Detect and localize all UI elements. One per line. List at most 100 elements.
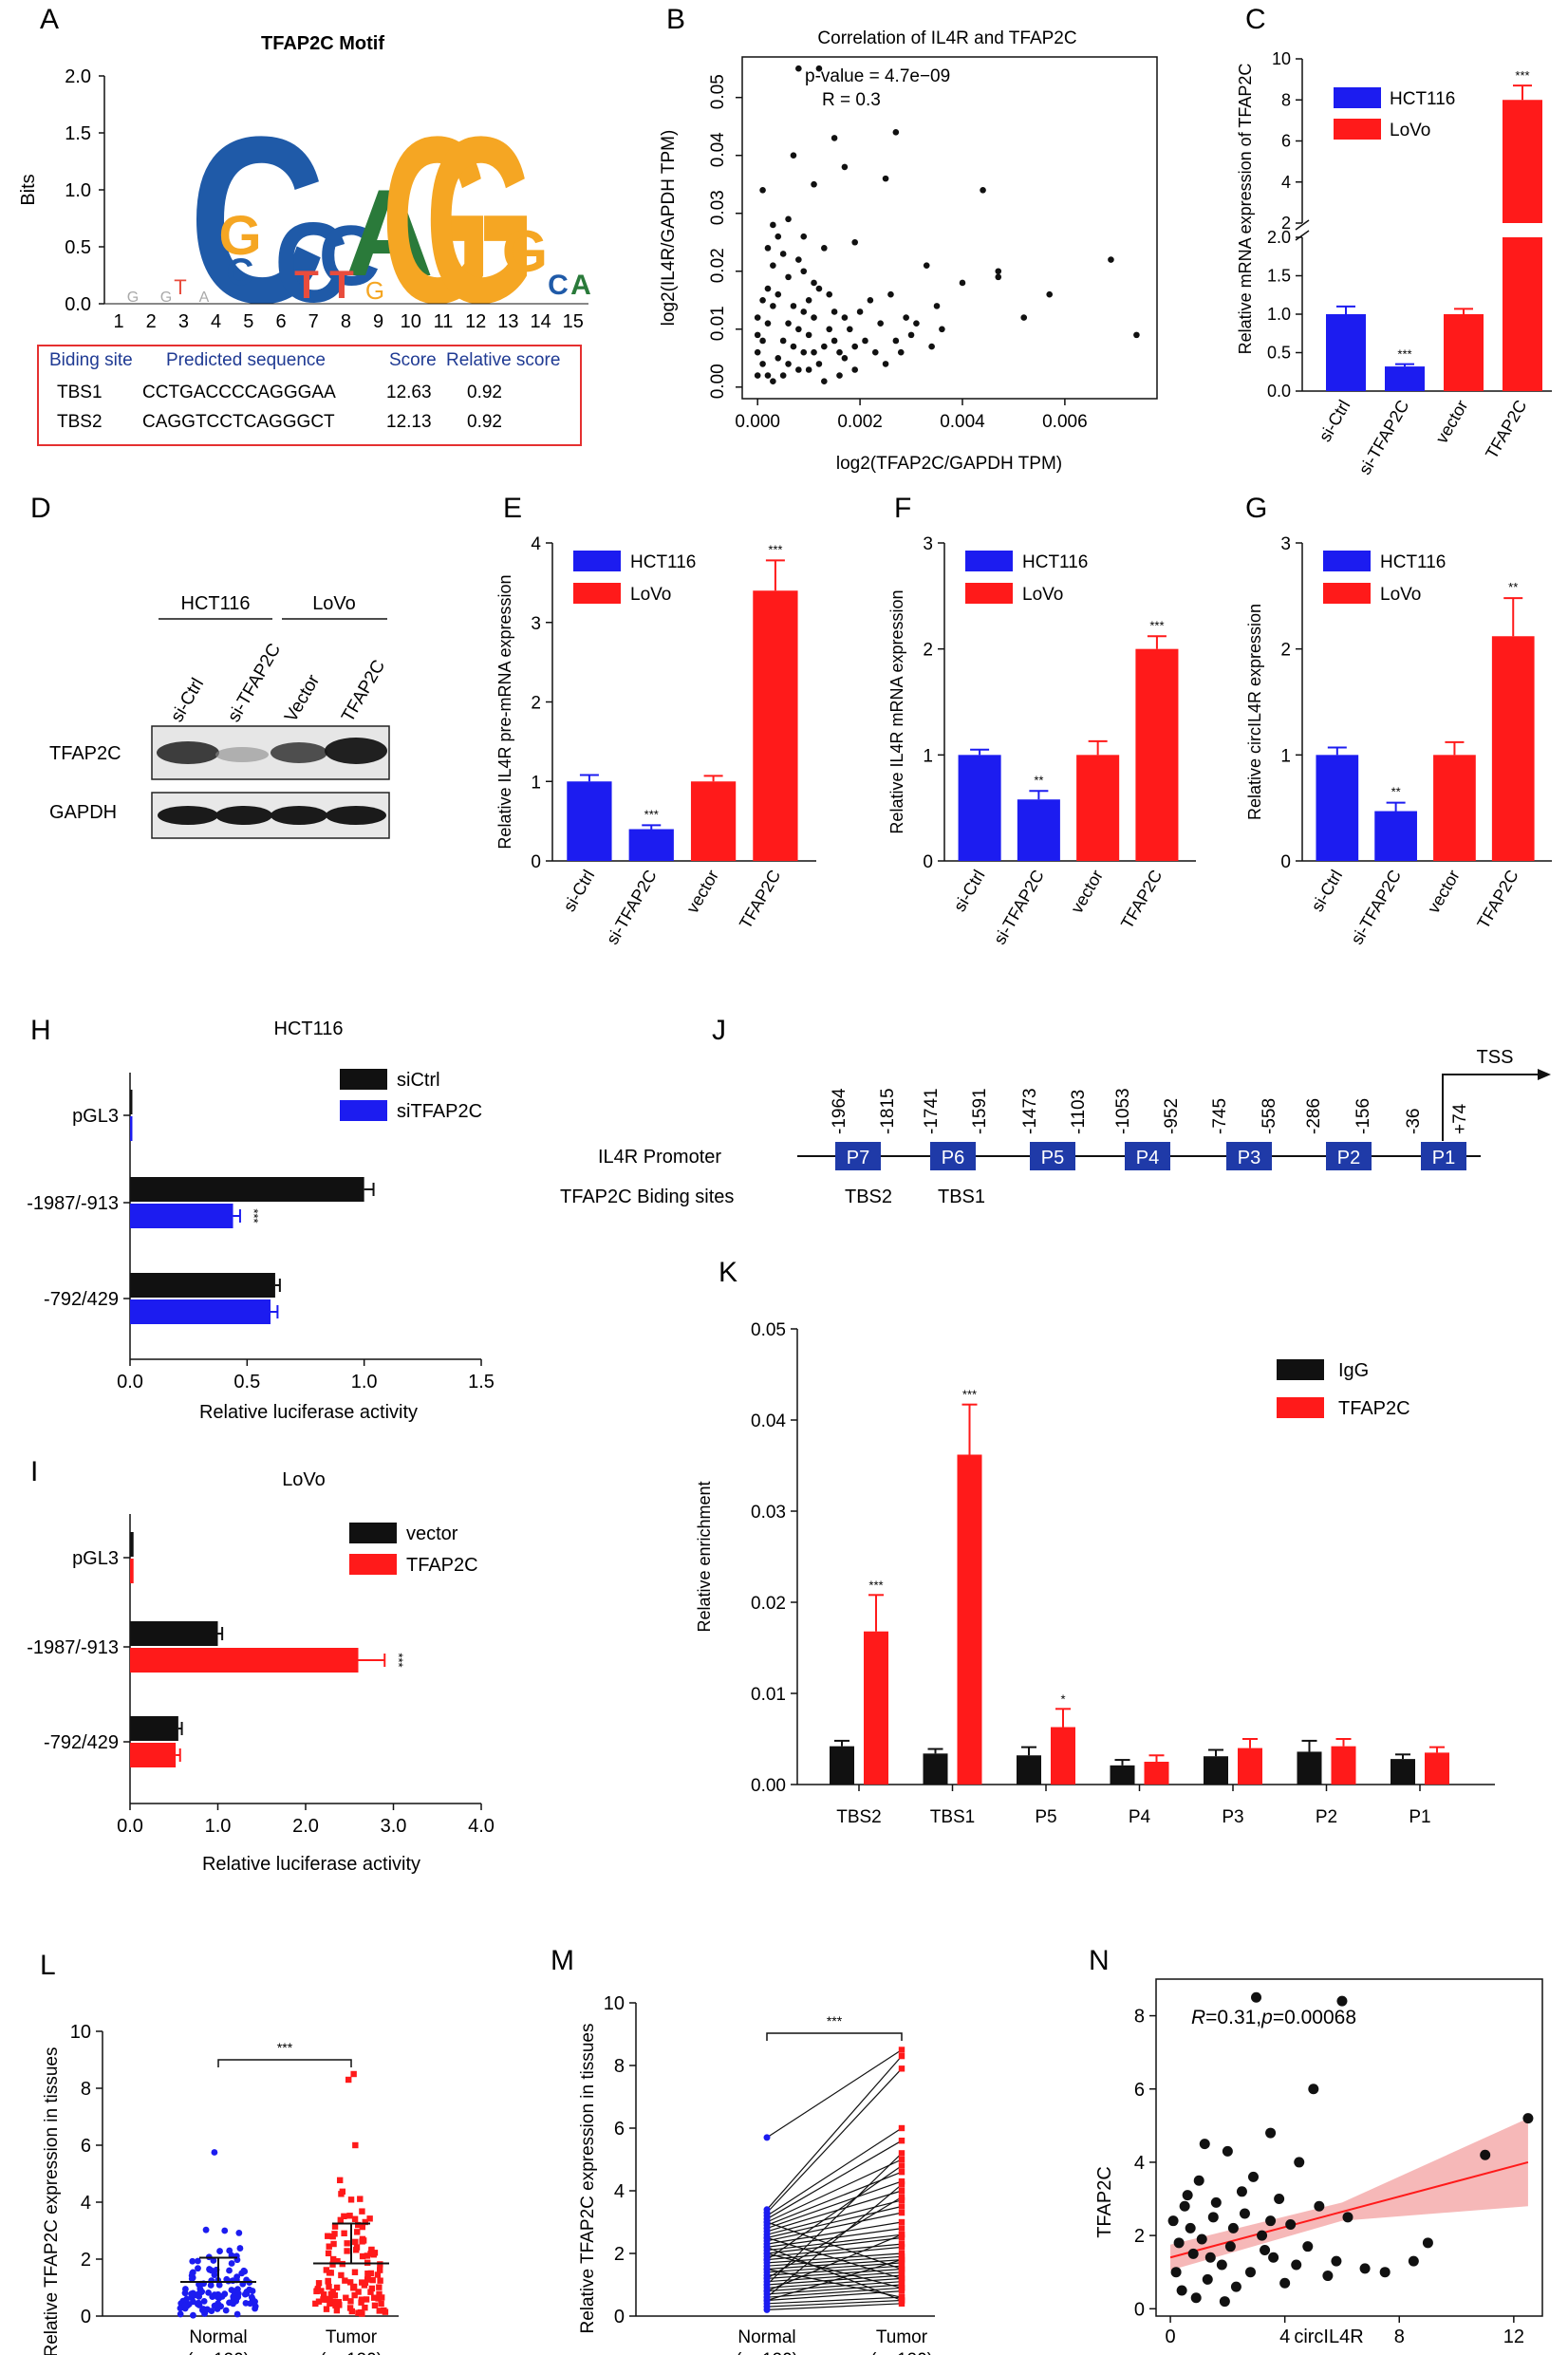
bar [130,1177,364,1202]
scatter-point [821,378,828,384]
scatter-point [359,2208,365,2215]
category-label: -1987/-913 [27,1193,119,1214]
bar [830,1746,854,1785]
scatter-point [763,2288,771,2295]
scatter-point [1274,2194,1285,2205]
scatter-point [327,2295,333,2303]
scatter-point [877,320,884,327]
panel-letter-k: K [719,1257,737,1288]
category-label: vector [1432,397,1472,446]
scatter-point [898,2294,905,2301]
scatter-point [229,2299,236,2307]
logo-letter-a: A [345,163,434,302]
coordinate-label: -1964 [830,1088,849,1134]
bar [1391,1759,1415,1785]
scatter-point [867,296,874,304]
scatter-point [333,2284,341,2291]
scatter-point [181,2286,189,2292]
scatter-point [346,2279,354,2286]
panel-e: E Relative IL4R pre-mRNA expression 0 1 2 3… [495,493,816,947]
scatter-point [226,2267,233,2274]
scatter-point [235,2230,243,2236]
logo-letter-c-1: C [189,87,326,352]
scatter-point [836,372,843,379]
legend-swatch [340,1069,387,1090]
tick-label: 6 [614,2119,625,2140]
category-label: TFAP2C [736,867,784,932]
scatter-point [189,2257,196,2265]
tick-label: 0.00 [751,1776,786,1796]
scatter-point [366,2215,373,2222]
scatter-point [206,2266,213,2272]
tick-label: 5 [243,311,253,332]
category-label: si-Ctrl [1316,397,1354,445]
scatter-point [898,2269,905,2275]
promoter-box [930,1142,976,1170]
scatter-point [1331,2255,1342,2267]
tick-label: 0.05 [708,74,728,109]
scatter-point [764,285,772,292]
scatter-point [1302,2241,1314,2252]
legend-label: IgG [1338,1360,1369,1381]
scatter-point [1265,2127,1277,2139]
paired-line [766,2234,903,2252]
tick-label: 6 [1281,132,1291,151]
scatter-point [359,2223,366,2231]
legend-label: TFAP2C [1338,1398,1410,1419]
blot-band [326,806,386,825]
legend-swatch [1334,87,1381,108]
scatter-point [364,2272,371,2279]
blot-band [325,738,387,764]
scatter-point [898,2225,905,2232]
group-n-label: (n=120) [870,2350,933,2355]
panel-d: D HCT116 LoVo si-Ctrl si-TFAP2C Vector T… [30,493,390,839]
panel-letter-d: D [30,493,51,524]
promoter-box [1125,1142,1170,1170]
paired-line [766,2152,903,2286]
scatter-point [341,2213,347,2220]
scatter-point [882,361,889,367]
scatter-point [208,2308,215,2315]
scatter-point [370,2294,378,2301]
logo-letter-c-14: C [548,270,569,301]
scatter-point [1227,2222,1239,2234]
blot-group-hct116: HCT116 [181,593,251,614]
panel-letter-n: N [1089,1945,1110,1976]
scatter-point [1251,1991,1262,2003]
significance-label: *** [868,1578,883,1592]
scatter-point [898,2156,905,2163]
bar [1503,100,1542,223]
table-cell: 12.13 [386,412,432,432]
tick-label: 7 [308,311,319,332]
scatter-point [800,233,808,240]
scatter-point [763,2243,771,2251]
significance-label: ** [1508,580,1518,594]
significance-label: *** [768,542,782,556]
legend-swatch [573,551,621,571]
bar [628,829,674,861]
scatter-point [1480,2149,1491,2160]
paired-line [766,2299,903,2308]
scatter-point [831,308,838,315]
blot-lane-label: si-Ctrl [167,675,208,725]
tick-label: 4 [1279,2327,1290,2347]
legend-swatch [1277,1397,1324,1418]
scatter-point [350,2283,358,2290]
scatter-point [320,2296,327,2303]
scatter-point [892,337,900,345]
scatter-point [851,366,858,373]
panel-letter-c: C [1245,4,1266,35]
tick-label: 6 [1134,2080,1145,2101]
significance-bracket [217,2059,352,2067]
scatter-point [785,273,792,281]
bar [1316,755,1359,861]
scatter-point [805,366,812,373]
blot-lane-label: si-TFAP2C [224,640,285,725]
coordinate-label: -36 [1404,1109,1424,1134]
scatter-point [1046,290,1054,298]
scatter-point [326,2270,333,2276]
tick-label: 2 [1134,2226,1145,2247]
panel-a-positions: 1 2 3 4 5 6 7 8 9 10 11 12 13 14 15 [113,311,583,332]
tick-label: 10 [401,311,421,332]
scatter-point [326,2283,332,2290]
